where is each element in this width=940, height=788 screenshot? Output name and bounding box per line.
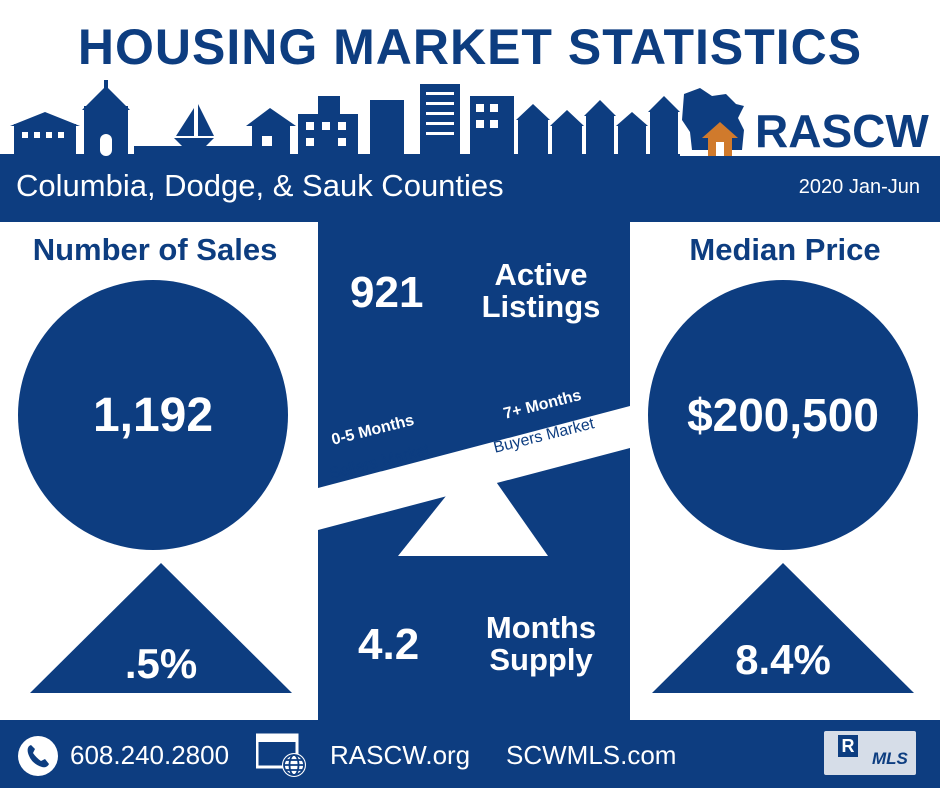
realtor-r-badge: R (838, 735, 858, 757)
price-value: $200,500 (687, 389, 879, 441)
wisconsin-house-logo (682, 88, 744, 156)
buyers-range-label: 7+ Months (501, 387, 584, 423)
sales-change-value: .5% (124, 640, 198, 687)
price-circle: $200,500 (648, 280, 918, 550)
page-title: HOUSING MARKET STATISTICS (77, 19, 863, 75)
period-label: 2020 Jan-Jun (798, 176, 920, 198)
region-band: Columbia, Dodge, & Sauk Counties 2020 Ja… (0, 156, 940, 222)
market-balance-scale (318, 406, 630, 556)
active-listings-label-line1: Active (494, 257, 588, 292)
rascw-logo-text: RASCW (755, 105, 929, 157)
sales-change-triangle (30, 563, 292, 693)
realtor-mls-logo: R MLS (824, 731, 916, 775)
sales-value: 1,192 (92, 388, 214, 442)
sales-heading: Number of Sales (32, 232, 278, 267)
active-listings-label-line2: Listings (481, 289, 601, 324)
months-supply-label-line2: Supply (489, 642, 593, 677)
scwmls-link[interactable]: SCWMLS.com (506, 740, 677, 770)
active-listings-label: Active Listings (470, 259, 612, 323)
mls-badge-text: MLS (872, 749, 908, 768)
phone-number[interactable]: 608.240.2800 (70, 740, 230, 770)
months-supply-value: 4.2 (358, 620, 420, 669)
sales-circle: 1,192 (18, 280, 288, 550)
months-supply-label: Months Supply (470, 612, 612, 676)
sellers-range-label: 0-5 Months (329, 411, 416, 449)
rascw-link[interactable]: RASCW.org (330, 740, 471, 770)
sellers-market-label: Sellers Market (327, 441, 432, 483)
balance-scale-labels: 0-5 Months Sellers Market 7+ Months Buye… (318, 387, 630, 562)
skyline-illustration (0, 80, 680, 160)
months-supply-label-line1: Months (485, 610, 597, 645)
footer-band: 608.240.2800 RASCW.org SCWMLS.com (0, 720, 940, 788)
price-heading: Median Price (689, 232, 881, 267)
active-listings-value: 921 (350, 268, 424, 317)
web-browser-globe-icon (256, 733, 306, 777)
price-change-triangle (652, 563, 914, 693)
region-label: Columbia, Dodge, & Sauk Counties (16, 168, 504, 203)
price-change-value: 8.4% (735, 636, 831, 683)
phone-icon (18, 736, 58, 776)
